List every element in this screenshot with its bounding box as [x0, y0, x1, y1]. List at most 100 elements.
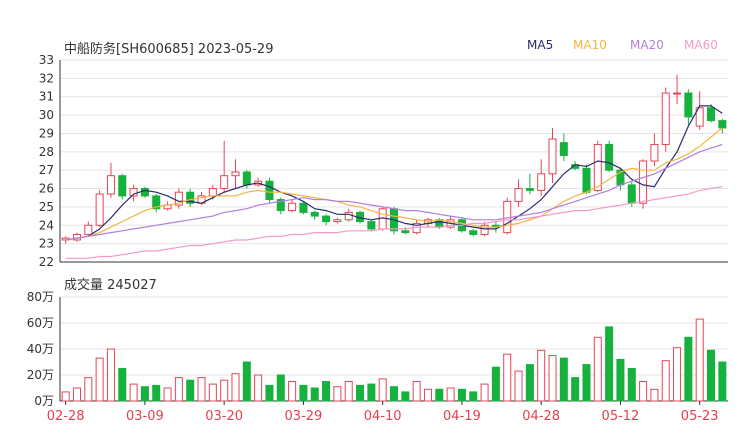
price-axis-tick: 27: [39, 163, 54, 177]
price-axis-tick: 30: [39, 108, 54, 122]
volume-bar-up: [661, 360, 670, 402]
volume-bar-up: [163, 387, 172, 402]
candle-up: [514, 188, 523, 202]
candle-up: [639, 160, 648, 204]
candle-up: [480, 224, 489, 235]
ma-line-ma10: [65, 127, 723, 241]
volume-bar-down: [605, 326, 614, 402]
volume-bar-down: [276, 374, 285, 402]
volume-bar-up: [503, 353, 512, 402]
volume-bar-down: [707, 349, 716, 402]
volume-bar-up: [673, 347, 682, 402]
volume-bar-up: [231, 373, 240, 402]
date-tick-label: 04-19: [443, 409, 481, 424]
price-axis-tick: 31: [39, 90, 54, 104]
volume-bar-up: [106, 348, 115, 402]
volume-axis-tick: 40万: [27, 342, 54, 356]
volume-bar-down: [401, 391, 410, 402]
candle-up: [548, 138, 557, 175]
volume-bar-down: [118, 368, 127, 402]
date-tick-label: 05-12: [602, 409, 640, 424]
price-axis-tick: 33: [39, 53, 54, 67]
candle-down: [718, 120, 727, 129]
candle-up: [174, 191, 183, 206]
candle-down: [276, 199, 285, 212]
volume-bar-up: [72, 387, 81, 402]
volume-bar-down: [356, 384, 365, 402]
candle-down: [525, 188, 534, 191]
volume-bar-down: [457, 388, 466, 402]
volume-bar-up: [61, 391, 70, 402]
ma-line-ma5: [65, 105, 723, 241]
candle-up: [288, 202, 297, 212]
volume-bar-down: [186, 379, 195, 402]
candle-up: [593, 143, 602, 191]
ma-line-ma60: [65, 186, 723, 259]
volume-bar-down: [627, 368, 636, 402]
date-tick-label: 05-23: [681, 409, 719, 424]
date-tick-label: 04-10: [364, 409, 402, 424]
candle-up: [537, 173, 546, 191]
candle-down: [242, 171, 251, 186]
volume-bar-up: [129, 383, 138, 402]
volume-axis-tick: 60万: [27, 316, 54, 330]
volume-bar-down: [322, 381, 331, 402]
volume-bar-down: [684, 336, 693, 402]
volume-bar-down: [525, 364, 534, 402]
candle-up: [129, 188, 138, 197]
price-axis-tick: 22: [39, 255, 54, 269]
candle-up: [231, 171, 240, 177]
volume-bar-up: [446, 387, 455, 402]
candle-up: [95, 193, 104, 226]
price-axis-tick: 23: [39, 237, 54, 251]
volume-bar-up: [514, 370, 523, 402]
candle-down: [265, 180, 274, 201]
volume-bar-down: [242, 361, 251, 402]
date-tick-label: 04-28: [522, 409, 560, 424]
volume-bar-down: [152, 384, 161, 402]
volume-bar-up: [412, 381, 421, 402]
candle-down: [559, 142, 568, 156]
volume-axis-tick: 80万: [27, 290, 54, 304]
candle-up: [84, 224, 93, 235]
price-axis-tick: 26: [39, 182, 54, 196]
candle-down: [469, 230, 478, 235]
candle-up: [208, 188, 217, 197]
volume-axis-tick: 20万: [27, 368, 54, 382]
volume-bar-down: [559, 357, 568, 402]
volume-bar-down: [571, 377, 580, 402]
candle-down: [322, 215, 331, 223]
volume-bar-down: [718, 361, 727, 402]
candle-up: [695, 107, 704, 127]
volume-bar-down: [582, 364, 591, 402]
price-axis-tick: 24: [39, 218, 54, 232]
candle-down: [684, 92, 693, 118]
volume-bar-down: [435, 388, 444, 402]
volume-bar-up: [593, 336, 602, 402]
candle-down: [310, 211, 319, 217]
date-tick-label: 03-29: [285, 409, 323, 424]
volume-bar-up: [84, 377, 93, 402]
legend-ma20: MA20: [630, 38, 664, 52]
volume-bar-up: [174, 377, 183, 402]
candle-down: [367, 221, 376, 230]
candle-up: [220, 175, 229, 190]
volume-bar-up: [95, 357, 104, 402]
volume-bar-up: [378, 378, 387, 402]
volume-bar-down: [367, 383, 376, 402]
chart-title: 中船防务[SH600685] 2023-05-29: [64, 42, 274, 57]
volume-axis-tick: 0万: [34, 394, 54, 408]
volume-bar-down: [310, 387, 319, 402]
volume-bar-down: [299, 384, 308, 402]
legend-ma60: MA60: [684, 38, 718, 52]
candle-down: [605, 143, 614, 171]
price-axis-tick: 29: [39, 126, 54, 140]
volume-bar-up: [220, 379, 229, 402]
volume-bar-down: [616, 358, 625, 402]
volume-bar-down: [389, 386, 399, 402]
volume-bar-down: [265, 384, 274, 402]
candle-down: [435, 219, 444, 228]
volume-bar-down: [140, 386, 149, 402]
